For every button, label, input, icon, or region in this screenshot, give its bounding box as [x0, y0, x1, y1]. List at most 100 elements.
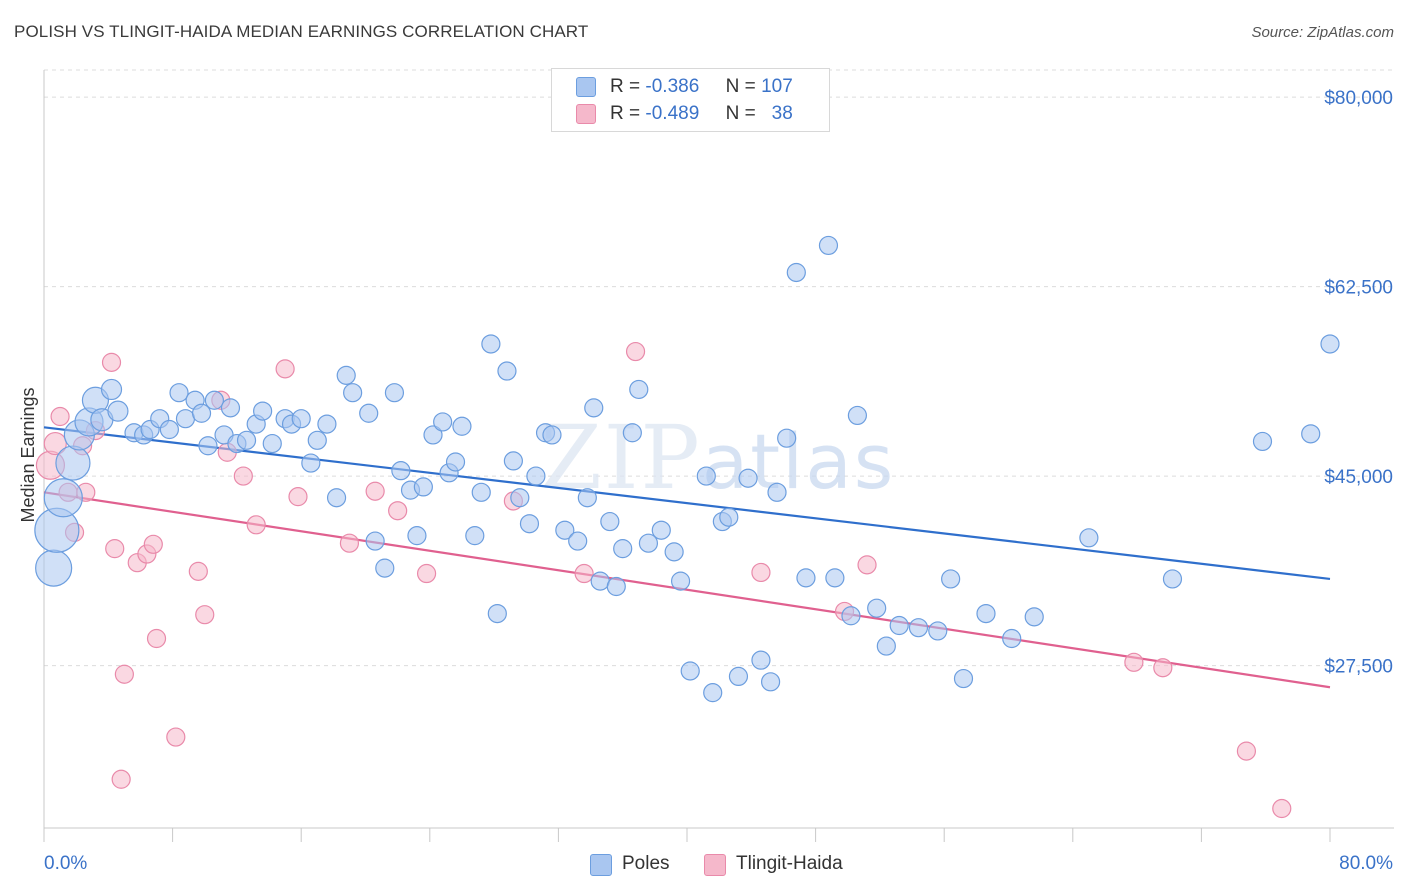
tlingit-haida-point — [1272, 798, 1292, 819]
poles-point — [526, 466, 546, 486]
tlingit-haida-point — [1236, 741, 1257, 761]
tlingit-haida-point — [416, 563, 437, 584]
poles-point — [796, 568, 816, 588]
poles-point — [253, 401, 273, 421]
legend-text-tlingit-haida: R = -0.489 N = 38 — [610, 103, 793, 125]
poles-point — [159, 419, 179, 440]
poles-point — [107, 400, 129, 422]
tlingit-haida-point — [195, 605, 215, 625]
poles-point — [423, 425, 443, 445]
poles-point — [941, 569, 961, 589]
poles-point — [847, 405, 867, 426]
tlingit-haida-point — [388, 501, 408, 521]
x-tick-label-max: 80.0% — [1339, 853, 1393, 874]
tlingit-haida-point — [101, 352, 122, 372]
poles-point — [487, 603, 507, 624]
tlingit-haida-point — [857, 555, 877, 575]
poles-point — [908, 618, 929, 638]
poles-point — [1079, 528, 1099, 548]
poles-point — [43, 478, 83, 518]
x-tick-label-min: 0.0% — [44, 853, 87, 874]
tlingit-haida-point — [365, 481, 385, 501]
poles-point — [555, 520, 575, 540]
tlingit-haida-point — [288, 487, 308, 507]
poles-point — [577, 488, 597, 508]
poles-point — [1252, 431, 1273, 452]
poles-point — [825, 568, 845, 588]
poles-point — [841, 606, 861, 626]
poles-point — [503, 451, 523, 471]
poles-point — [867, 598, 887, 618]
data-points — [34, 235, 1340, 819]
tlingit-haida-point — [114, 664, 134, 684]
poles-point — [638, 533, 659, 553]
poles-point — [622, 423, 642, 443]
poles-point — [889, 615, 909, 636]
poles-point — [465, 526, 485, 546]
poles-point — [359, 403, 379, 423]
poles-point — [301, 453, 321, 473]
r-label: R = — [610, 103, 641, 124]
poles-point — [497, 361, 517, 381]
poles-point — [510, 488, 530, 508]
tlingit-haida-point — [1153, 658, 1173, 678]
poles-point — [336, 365, 356, 385]
poles-point — [326, 488, 347, 508]
poles-point — [433, 412, 453, 432]
tlingit-haida-swatch — [576, 104, 596, 124]
tlingit-haida-point — [275, 359, 295, 379]
y-axis-label: Median Earnings — [18, 387, 38, 522]
watermark: ZIPatlas — [541, 406, 896, 509]
poles-point — [204, 390, 224, 410]
tlingit-haida-point — [233, 466, 253, 486]
tlingit-haida-point — [339, 533, 360, 553]
poles-point — [262, 433, 282, 454]
poles-point — [719, 507, 739, 527]
n-label: N = — [725, 103, 756, 124]
poles-point — [375, 558, 395, 578]
poles-point — [307, 430, 327, 450]
tlingit-haida-point — [146, 628, 167, 649]
poles-legend-label: Poles — [622, 853, 670, 874]
poles-point — [738, 468, 758, 488]
tlingit-haida-point — [143, 534, 163, 554]
poles-point — [542, 425, 562, 445]
axis-labels: $27,500 $45,000 $62,500 $80,000 0.0% 80.0% Med… — [18, 88, 1393, 874]
n-value: 38 — [771, 103, 793, 124]
tlingit-haida-legend-swatch — [704, 854, 726, 876]
poles-point — [590, 571, 610, 591]
poles-point — [55, 445, 91, 481]
poles-trend-line — [43, 426, 1331, 581]
r-label: R = — [610, 76, 641, 97]
poles-point — [519, 514, 540, 534]
poles-point — [236, 430, 257, 450]
y-tick-label: $62,500 — [1324, 278, 1393, 299]
poles-point — [291, 409, 311, 429]
poles-point — [664, 542, 684, 562]
n-value: 107 — [761, 76, 793, 97]
tlingit-haida-point — [1124, 652, 1144, 672]
poles-point — [35, 549, 73, 587]
tlingit-haida-point — [246, 515, 266, 535]
poles-point — [1024, 607, 1044, 627]
poles-point — [818, 235, 839, 256]
tlingit-haida-point — [625, 341, 646, 362]
tlingit-haida-point — [105, 539, 125, 559]
poles-point — [680, 661, 700, 681]
y-tick-label: $27,500 — [1324, 657, 1393, 678]
poles-point — [1002, 628, 1022, 649]
poles-swatch — [576, 77, 596, 97]
poles-point — [613, 539, 633, 559]
poles-point — [600, 511, 620, 532]
poles-point — [1162, 569, 1183, 589]
poles-point — [928, 621, 948, 641]
poles-point — [1320, 334, 1340, 354]
poles-point — [976, 603, 996, 624]
poles-point — [1301, 424, 1321, 444]
poles-point — [767, 482, 787, 502]
tlingit-haida-point — [188, 561, 208, 581]
poles-point — [703, 683, 723, 703]
poles-point — [786, 262, 806, 283]
poles-point — [343, 383, 363, 403]
